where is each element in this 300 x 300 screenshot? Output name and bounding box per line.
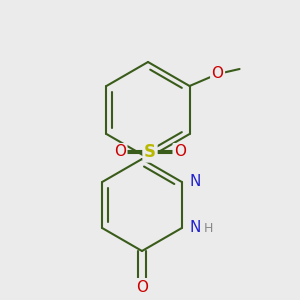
- Text: N: N: [190, 175, 201, 190]
- Text: N: N: [190, 220, 201, 236]
- Text: O: O: [136, 280, 148, 295]
- Text: S: S: [144, 143, 156, 161]
- Text: O: O: [114, 145, 126, 160]
- Text: O: O: [212, 67, 224, 82]
- Text: H: H: [204, 221, 213, 235]
- Text: O: O: [174, 145, 186, 160]
